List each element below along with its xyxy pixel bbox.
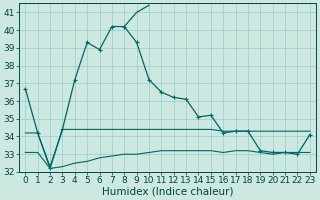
X-axis label: Humidex (Indice chaleur): Humidex (Indice chaleur) [102,187,233,197]
